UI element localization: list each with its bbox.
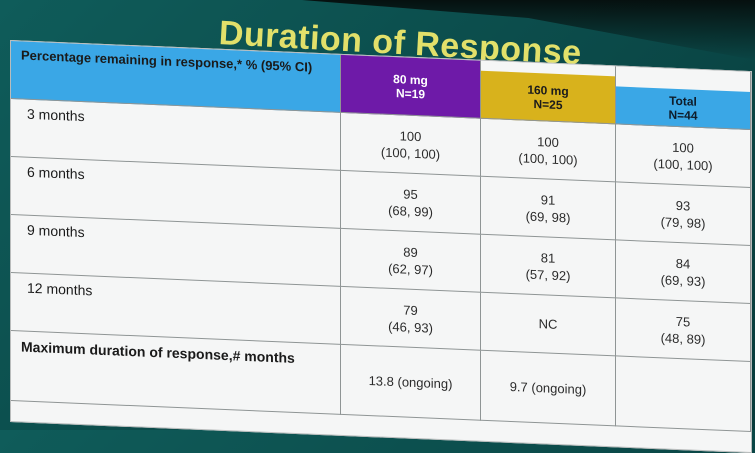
header-col-80mg: 80 mg N=19 — [341, 54, 481, 119]
row-label-max-duration: Maximum duration of response,# months — [11, 331, 341, 415]
cell-9m-total-value: 84 — [675, 255, 691, 272]
cell-12m-80mg: 79 (46, 93) — [341, 286, 481, 351]
cell-9m-160mg: 81 (57, 92) — [481, 234, 616, 299]
cell-3m-80mg: 100 (100, 100) — [341, 112, 481, 177]
response-table: Percentage remaining in response,* % (95… — [10, 40, 752, 453]
cell-6m-total-value: 93 — [675, 197, 691, 214]
cell-3m-total-ci: (100, 100) — [653, 155, 713, 173]
cell-12m-total-ci: (48, 89) — [660, 329, 706, 347]
cell-6m-160mg-value: 91 — [540, 191, 556, 208]
cell-3m-160mg-value: 100 — [537, 133, 559, 150]
cell-12m-160mg-value: NC — [538, 316, 558, 332]
cell-6m-160mg: 91 (69, 98) — [481, 176, 616, 241]
slide: Duration of Response Percentage remainin… — [10, 0, 755, 453]
cell-6m-total: 93 (79, 98) — [616, 182, 751, 247]
header-col-total-line1: Total — [669, 93, 697, 109]
cell-12m-80mg-ci: (46, 93) — [388, 318, 433, 336]
cell-3m-total: 100 (100, 100) — [616, 124, 751, 189]
cell-6m-80mg-ci: (68, 99) — [388, 202, 433, 220]
cell-9m-80mg-value: 89 — [403, 243, 418, 260]
header-col-total-line2: N=44 — [668, 107, 698, 123]
cell-9m-160mg-ci: (57, 92) — [525, 266, 571, 283]
header-col-160mg-line2: N=25 — [533, 96, 563, 112]
cell-3m-160mg: 100 (100, 100) — [481, 118, 616, 183]
cell-3m-160mg-ci: (100, 100) — [518, 149, 578, 168]
cell-12m-total-value: 75 — [675, 313, 691, 330]
cell-9m-80mg-ci: (62, 97) — [388, 260, 433, 278]
cell-6m-160mg-ci: (69, 98) — [525, 208, 571, 225]
cell-max-160mg: 9.7 (ongoing) — [481, 350, 616, 427]
header-col-total: Total N=44 — [616, 86, 751, 131]
cell-3m-80mg-value: 100 — [399, 127, 422, 144]
cell-9m-160mg-value: 81 — [540, 249, 556, 266]
header-col-80mg-line1: 80 mg — [393, 71, 428, 88]
cell-12m-total: 75 (48, 89) — [616, 298, 751, 363]
cell-9m-80mg: 89 (62, 97) — [341, 228, 481, 293]
cell-12m-160mg: NC — [481, 292, 616, 357]
cell-6m-80mg: 95 (68, 99) — [341, 170, 481, 235]
cell-6m-total-ci: (79, 98) — [660, 213, 706, 231]
cell-12m-80mg-value: 79 — [403, 301, 418, 318]
cell-6m-80mg-value: 95 — [403, 185, 418, 202]
cell-3m-80mg-ci: (100, 100) — [380, 144, 441, 162]
cell-9m-total: 84 (69, 93) — [616, 240, 751, 305]
header-col-160mg: 160 mg N=25 — [481, 70, 616, 125]
cell-9m-total-ci: (69, 93) — [660, 271, 706, 289]
cell-max-80mg: 13.8 (ongoing) — [341, 344, 481, 421]
cell-3m-total-value: 100 — [672, 139, 694, 156]
header-col-80mg-line2: N=19 — [395, 85, 426, 101]
cell-max-total — [616, 356, 751, 433]
